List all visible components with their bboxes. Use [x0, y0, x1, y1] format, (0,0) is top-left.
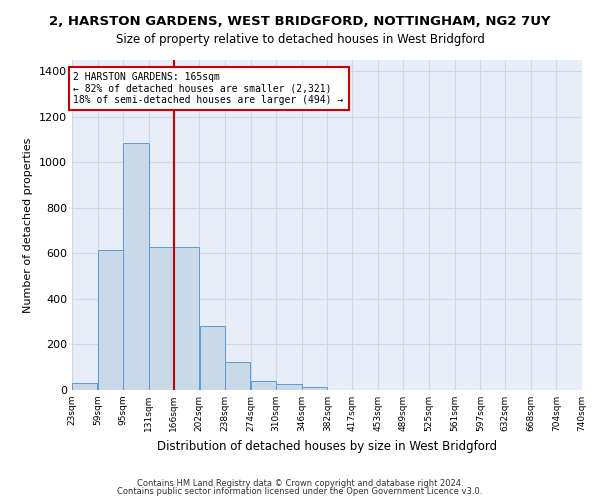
- Y-axis label: Number of detached properties: Number of detached properties: [23, 138, 34, 312]
- Text: Contains HM Land Registry data © Crown copyright and database right 2024.: Contains HM Land Registry data © Crown c…: [137, 478, 463, 488]
- Bar: [251, 381, 276, 390]
- Bar: [225, 362, 250, 390]
- Bar: [72, 383, 97, 390]
- Bar: [174, 246, 199, 390]
- X-axis label: Distribution of detached houses by size in West Bridgford: Distribution of detached houses by size …: [157, 440, 497, 452]
- Text: 2 HARSTON GARDENS: 165sqm
← 82% of detached houses are smaller (2,321)
18% of se: 2 HARSTON GARDENS: 165sqm ← 82% of detac…: [73, 72, 344, 105]
- Bar: [199, 326, 225, 390]
- Bar: [149, 246, 173, 390]
- Bar: [277, 384, 302, 390]
- Bar: [124, 143, 149, 390]
- Bar: [98, 250, 123, 390]
- Bar: [302, 386, 327, 390]
- Text: Contains public sector information licensed under the Open Government Licence v3: Contains public sector information licen…: [118, 487, 482, 496]
- Text: Size of property relative to detached houses in West Bridgford: Size of property relative to detached ho…: [116, 32, 484, 46]
- Text: 2, HARSTON GARDENS, WEST BRIDGFORD, NOTTINGHAM, NG2 7UY: 2, HARSTON GARDENS, WEST BRIDGFORD, NOTT…: [49, 15, 551, 28]
